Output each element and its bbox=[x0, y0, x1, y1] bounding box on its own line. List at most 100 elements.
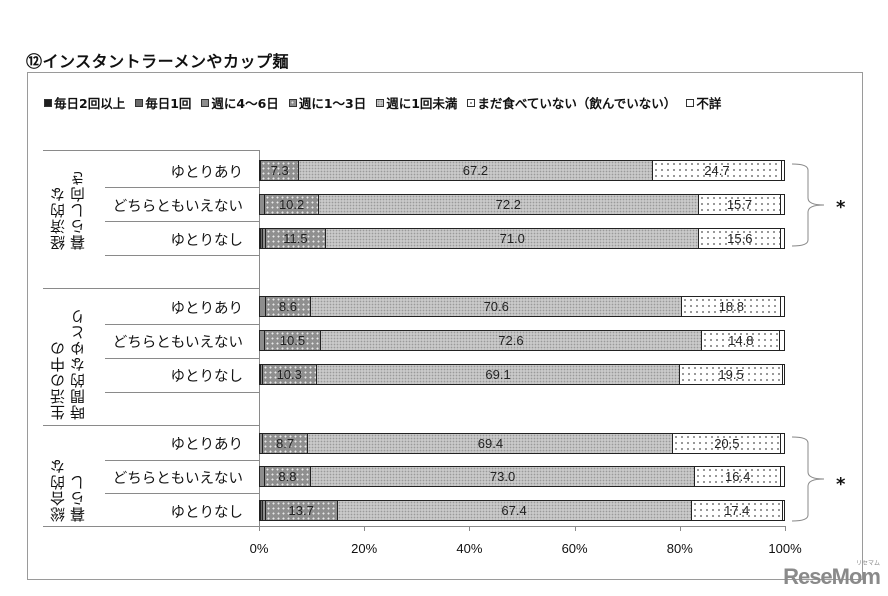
row-divider bbox=[105, 255, 259, 256]
bar-segment bbox=[259, 500, 261, 521]
brace-icon bbox=[791, 436, 825, 522]
row-label: ゆとりなし bbox=[170, 233, 244, 249]
legend-item: 毎日1回 bbox=[135, 93, 191, 112]
data-label: 8.6 bbox=[278, 299, 297, 314]
data-label: 19.5 bbox=[718, 367, 744, 382]
x-tick-label: 100% bbox=[768, 541, 802, 556]
bar-segment: 10.2 bbox=[265, 194, 319, 215]
data-label: 15.7 bbox=[726, 197, 753, 212]
row-label: ゆとりあり bbox=[170, 301, 244, 317]
row-label: ゆとりあり bbox=[170, 437, 244, 453]
bar-segment bbox=[259, 330, 266, 351]
bar-segment bbox=[259, 364, 262, 385]
row-divider bbox=[105, 187, 259, 188]
bar-segment: 11.5 bbox=[265, 228, 327, 249]
row-divider bbox=[105, 324, 259, 325]
bar-segment: 69.1 bbox=[316, 364, 681, 385]
bar-segment bbox=[781, 194, 785, 215]
data-label: 10.5 bbox=[279, 333, 306, 348]
data-label: 15.6 bbox=[727, 231, 753, 246]
bar-segment: 18.8 bbox=[682, 296, 782, 317]
data-label: 70.6 bbox=[483, 299, 509, 314]
legend-item: 週に1回未満 bbox=[376, 93, 457, 112]
bar-segment bbox=[259, 466, 265, 487]
data-label: 14.8 bbox=[728, 333, 754, 348]
bar-segment: 71.0 bbox=[326, 228, 700, 249]
bar-row: 8.8 73.0 16.4 bbox=[259, 466, 785, 487]
data-label: 17.4 bbox=[724, 503, 750, 518]
bar-row: 8.6 70.6 18.8 bbox=[259, 296, 785, 317]
legend-swatch-icon bbox=[288, 98, 297, 107]
data-label: 7.3 bbox=[270, 163, 289, 178]
bar-row: 10.2 72.2 15.7 bbox=[259, 194, 785, 215]
bar-segment: 20.5 bbox=[673, 433, 782, 454]
bar-row: 13.7 67.4 17.4 bbox=[259, 500, 785, 521]
row-label: ゆとりあり bbox=[170, 165, 244, 181]
legend-label: 毎日2回以上 bbox=[54, 96, 126, 111]
legend-label: 週に4～6日 bbox=[211, 96, 279, 111]
x-tick-label: 20% bbox=[351, 541, 378, 556]
bar-segment bbox=[782, 160, 785, 181]
data-label: 10.2 bbox=[278, 197, 305, 212]
chart-frame bbox=[27, 72, 863, 580]
legend-swatch-icon bbox=[376, 98, 385, 107]
bar-row: 10.3 69.1 19.5 bbox=[259, 364, 785, 385]
group-divider bbox=[43, 526, 259, 527]
bar-segment bbox=[781, 228, 785, 249]
bar-segment bbox=[259, 296, 266, 317]
legend-item: 毎日2回以上 bbox=[44, 93, 125, 112]
bar-segment: 10.5 bbox=[265, 330, 321, 351]
bar-segment bbox=[259, 228, 261, 249]
data-label: 67.2 bbox=[462, 163, 489, 178]
bar-segment bbox=[780, 330, 785, 351]
legend-swatch-icon bbox=[135, 98, 144, 107]
x-tick bbox=[364, 526, 366, 531]
row-label: ゆとりなし bbox=[170, 369, 244, 385]
bar-segment bbox=[259, 194, 266, 215]
x-tick-label: 0% bbox=[249, 541, 269, 556]
legend-swatch-icon bbox=[686, 98, 695, 107]
bar-segment bbox=[261, 500, 263, 521]
row-label: どちらともいえない bbox=[112, 471, 243, 487]
legend-label: 週に1～3日 bbox=[298, 96, 367, 111]
bar-segment: 8.8 bbox=[264, 466, 312, 487]
chart-title: ⑫インスタントラーメンやカップ麺 bbox=[26, 52, 290, 71]
x-axis-line bbox=[259, 526, 786, 527]
bar-segment: 10.3 bbox=[262, 364, 317, 385]
data-label: 71.0 bbox=[499, 231, 525, 246]
brace-icon bbox=[791, 163, 825, 247]
bar-segment: 70.6 bbox=[311, 296, 683, 317]
bar-segment: 14.8 bbox=[702, 330, 781, 351]
bar-segment bbox=[781, 466, 785, 487]
x-tick bbox=[469, 526, 471, 531]
bar-segment bbox=[259, 160, 261, 181]
row-label: どちらともいえない bbox=[112, 335, 243, 351]
bar-segment bbox=[782, 500, 785, 521]
data-label: 10.3 bbox=[276, 367, 302, 382]
legend: 毎日2回以上 毎日1回 週に4～6日 週に1～3日 週に1回未満 まだ食べていない（飲んで… bbox=[44, 93, 721, 112]
bar-segment bbox=[263, 228, 266, 249]
row-label: ゆとりなし bbox=[170, 505, 244, 521]
bar-segment: 24.7 bbox=[652, 160, 783, 181]
bar-segment: 7.3 bbox=[261, 160, 300, 181]
x-tick bbox=[785, 526, 786, 531]
bar-segment bbox=[262, 500, 266, 521]
bar-segment: 72.2 bbox=[318, 194, 699, 215]
bar-segment bbox=[781, 296, 785, 317]
data-label: 69.4 bbox=[477, 436, 504, 451]
data-label: 16.4 bbox=[725, 469, 751, 484]
row-label: どちらともいえない bbox=[112, 199, 243, 215]
group-divider bbox=[43, 150, 259, 151]
x-tick bbox=[259, 526, 260, 531]
legend-swatch-icon bbox=[44, 98, 52, 107]
bar-segment: 73.0 bbox=[311, 466, 696, 487]
bar-segment bbox=[782, 364, 785, 385]
bar-segment: 8.6 bbox=[265, 296, 312, 317]
bar-segment: 17.4 bbox=[691, 500, 783, 521]
bar-segment bbox=[781, 433, 785, 454]
legend-item: 不詳 bbox=[686, 93, 721, 112]
bar-segment bbox=[261, 364, 263, 385]
bar-segment: 67.2 bbox=[299, 160, 653, 181]
legend-label: 不詳 bbox=[696, 96, 722, 111]
bar-segment bbox=[261, 228, 264, 249]
